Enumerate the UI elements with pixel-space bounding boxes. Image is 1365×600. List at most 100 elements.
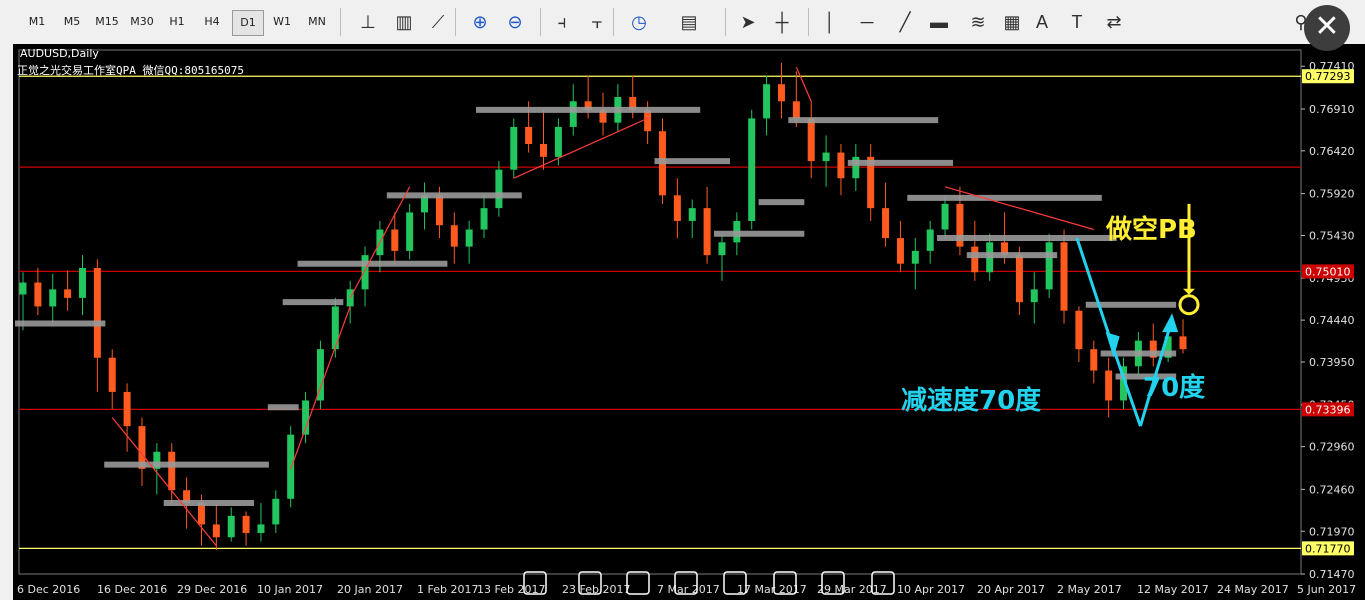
share-icon[interactable] [871, 571, 895, 595]
trend-line [513, 117, 648, 179]
rotate-icon[interactable] [674, 571, 698, 595]
timeframe-w1-button[interactable]: W1 [273, 15, 291, 28]
trend-line [349, 186, 411, 299]
decel-arrow-line [1075, 237, 1116, 350]
candle-body [257, 524, 265, 533]
rectangle-icon[interactable]: ▬ [930, 12, 948, 32]
arrow-line [1112, 348, 1142, 427]
candle-body [554, 126, 562, 157]
candlestick-icon[interactable]: ▥ [395, 12, 413, 32]
candle-body [1164, 336, 1172, 358]
candle-body [465, 229, 473, 247]
timeframe-h4-button[interactable]: H4 [204, 15, 220, 28]
x-axis-tick-label: 12 May 2017 [1137, 583, 1209, 596]
candle-body [138, 426, 146, 469]
candle-body [673, 195, 681, 221]
main-toolbar: M1 M5 M15 M30 H1 H4 D1 W1 MN ⊥ ▥ ⟋ ⊕ ⊖ ⫞ ⫟ ◷ ▤ ➤ ┼ │ ─ ╱ ▬ ≋ ▦ A T ⇄… [0, 0, 1365, 45]
candle-body [331, 306, 339, 350]
trend-line [944, 186, 1094, 231]
angle-label: 70度 [1143, 372, 1205, 403]
candle-body [93, 267, 101, 358]
candle-body [34, 282, 42, 307]
y-axis-tick-label: 0.75920 [1309, 188, 1355, 201]
horizontal-line-icon[interactable]: ─ [860, 12, 874, 32]
x-axis-tick-label: 10 Jan 2017 [257, 583, 323, 596]
timeframe-d1-button[interactable]: D1 [232, 10, 264, 36]
candle-body [1120, 366, 1128, 401]
pb-arrowhead [1183, 288, 1195, 295]
candle-body [882, 208, 890, 239]
text-label-icon[interactable]: T [1071, 12, 1083, 32]
vertical-line-icon[interactable]: │ [824, 12, 836, 32]
candle-body [242, 515, 250, 533]
price-level-tag [1302, 541, 1354, 556]
timeframe-m30-button[interactable]: M30 [130, 15, 154, 28]
cursor-icon[interactable]: ➤ [740, 12, 756, 32]
favorite-icon[interactable] [773, 571, 797, 595]
template-icon[interactable]: ▤ [680, 12, 698, 32]
candle-body [822, 152, 830, 162]
candle-body [421, 195, 429, 213]
fibonacci-icon[interactable]: ≋ [970, 12, 986, 32]
clock-icon[interactable]: ◷ [631, 12, 647, 32]
candle-body [123, 391, 131, 427]
device-icon[interactable] [821, 571, 845, 595]
text-icon[interactable]: A [1035, 12, 1048, 32]
chart-shift-icon[interactable]: ⫞ [557, 12, 567, 32]
toolbar-separator [725, 8, 726, 36]
x-axis-tick-label: 20 Apr 2017 [977, 583, 1045, 596]
y-axis-tick-label: 0.73950 [1309, 356, 1355, 369]
fit-page-icon[interactable] [523, 571, 547, 595]
candle-body [183, 490, 191, 504]
x-axis-tick-label: 10 Apr 2017 [897, 583, 965, 596]
channel-icon[interactable]: ▦ [1003, 12, 1021, 32]
decel-angle-label: 减速度70度 [901, 385, 1041, 416]
candle-body [941, 203, 949, 230]
candle-body [837, 152, 845, 179]
trendline-icon[interactable]: ╱ [899, 12, 911, 32]
timeframe-m15-button[interactable]: M15 [95, 15, 119, 28]
timeframe-mn-button[interactable]: MN [308, 15, 326, 28]
y-axis-tick-label: 0.72960 [1309, 441, 1355, 454]
chart-symbol-label: AUDUSD,Daily [20, 47, 99, 60]
timeframe-m1-button[interactable]: M1 [28, 15, 46, 28]
timeframe-h1-button[interactable]: H1 [169, 15, 185, 28]
candle-body [450, 225, 458, 247]
toolbar-separator [455, 8, 456, 36]
x-axis-tick-label: 24 May 2017 [1217, 583, 1289, 596]
candle-body [168, 451, 176, 491]
crosshair-icon[interactable]: ┼ [775, 12, 789, 32]
toolbar-separator [340, 8, 341, 36]
candle-body [19, 282, 27, 295]
candle-body [569, 101, 577, 127]
candle-body [1075, 310, 1083, 350]
x-axis-tick-label: 2 May 2017 [1057, 583, 1122, 596]
zoom-in-icon[interactable]: ⊕ [472, 12, 488, 32]
bar-chart-icon[interactable]: ⊥ [360, 12, 376, 32]
y-axis-tick-label: 0.75430 [1309, 229, 1355, 242]
viewer-bottom-toolbar [523, 571, 895, 595]
candle-body [510, 126, 518, 170]
close-button[interactable]: ✕ [1304, 5, 1350, 51]
chart-subtitle: 正觉之光交易工作室QPA 微信QQ:805165075 [17, 64, 244, 77]
zoom-out-icon[interactable]: ⊖ [507, 12, 523, 32]
autoscroll-icon[interactable]: ⫟ [591, 12, 603, 32]
zoom-in-icon[interactable] [578, 571, 602, 595]
candlestick-chart[interactable]: 0.774100.769100.764200.759200.754300.749… [13, 44, 1365, 600]
candle-body [807, 118, 815, 162]
chart-window[interactable]: 0.77410 0.76910 0.76420 0.75920 0.75430 0.749… [13, 44, 1365, 600]
candle-body [1090, 349, 1098, 371]
candle-body [926, 229, 934, 251]
candle-body [1149, 340, 1157, 358]
save-icon[interactable] [723, 571, 747, 595]
candle-body [49, 289, 57, 307]
line-chart-icon[interactable]: ⟋ [431, 12, 445, 32]
left-panel-edge [0, 44, 14, 600]
x-axis-tick-label: 6 Dec 2016 [17, 583, 80, 596]
price-level-tag [1302, 69, 1354, 84]
zoom-out-icon[interactable] [626, 571, 650, 595]
timeframe-m5-button[interactable]: M5 [63, 15, 81, 28]
toolbar-separator [540, 8, 541, 36]
arrows-icon[interactable]: ⇄ [1106, 12, 1122, 32]
candle-body [599, 109, 607, 123]
